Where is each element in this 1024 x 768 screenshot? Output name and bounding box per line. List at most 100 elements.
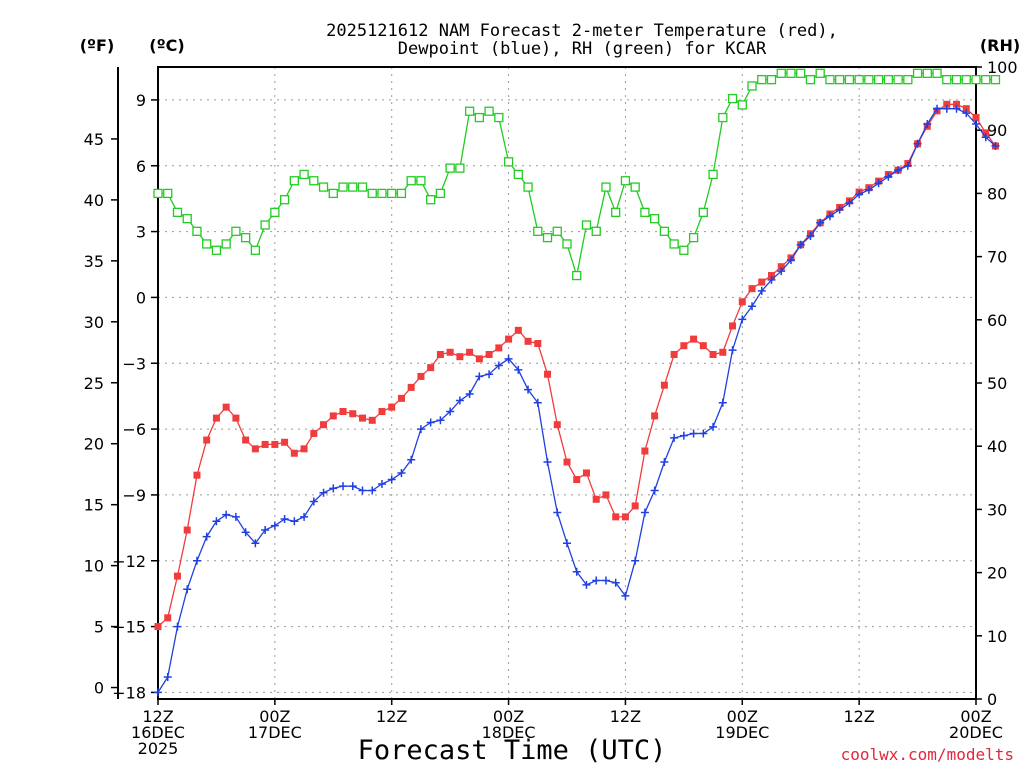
relative-humidity-point [805,74,816,85]
dewpoint-point [845,199,854,208]
relative-humidity-point [786,68,796,78]
relative-humidity-point [854,74,864,85]
dewpoint-point [981,133,990,142]
time-tick-label: 00Z [259,707,290,726]
dewpoint-point [426,418,435,427]
dewpoint-point [222,510,231,519]
relative-humidity-point [611,207,621,218]
relative-humidity-point [533,226,543,236]
relative-humidity-point [640,207,650,218]
relative-humidity-point [426,195,436,205]
relative-humidity-point [503,157,514,167]
dewpoint-point [699,429,708,438]
dewpoint-point [485,370,494,379]
relative-humidity-point [182,214,192,224]
dewpoint-point [436,416,445,425]
temperature-point [466,348,474,356]
dewpoint-point [270,521,279,530]
temperature-point [670,350,678,358]
x-axis-title: Forecast Time (UTC) [358,735,667,766]
temperature-point [563,458,571,466]
relative-humidity-point [922,68,932,78]
dewpoint-point [173,622,182,631]
dewpoint-point [319,488,328,497]
fahrenheit-tick-label: 30 [84,313,104,332]
temperature-point [953,100,961,108]
temperature-line [157,103,997,628]
gridlines [158,67,976,699]
dewpoint-point [416,425,425,434]
temperature-point [193,471,201,479]
relative-humidity-point [718,112,728,123]
relative-humidity-point [552,226,562,236]
temperature-point [660,381,668,389]
dewpoint-point [358,486,367,495]
temperature-point [407,383,415,391]
credit-label: coolwx.com/modelts [841,745,1014,764]
relative-humidity-point [416,176,426,186]
relative-humidity-line [158,72,996,276]
dewpoint-point [825,212,834,221]
time-tick-label: 20DEC [949,723,1003,742]
rh-tick-label: 50 [987,374,1007,393]
dewpoint-point [504,354,513,363]
relative-humidity-point [464,106,475,116]
temperature-point [582,469,590,477]
relative-humidity-point [396,188,407,199]
dewpoint-point [777,267,786,276]
dewpoint-point [952,104,961,113]
temperature-point [251,445,259,453]
relative-humidity-point [523,182,533,192]
relative-humidity-point [981,74,991,85]
dewpoint-point [202,532,211,541]
dewpoint-point [786,256,795,265]
dewpoint-point [553,508,562,517]
temperature-point [514,326,522,334]
relative-humidity-point [659,226,670,236]
temperature-point [699,342,707,350]
relative-humidity-point [601,182,611,192]
relative-humidity-point [698,207,708,218]
temperature-point [631,502,639,510]
relative-humidity-point [630,182,640,192]
temperature-point [748,285,756,293]
relative-humidity-point [309,176,319,186]
dewpoint-point [972,120,980,129]
relative-humidity-point [844,74,855,85]
relative-humidity-point [338,182,348,192]
dewpoint-point [514,365,523,374]
relative-humidity-point [825,74,835,85]
dewpoint-point [154,688,162,697]
dewpoint-point [611,578,620,587]
time-tick-label: 19DEC [715,723,769,742]
relative-humidity-point [796,68,806,78]
relative-humidity-point [727,93,738,104]
dewpoint-point [903,161,912,170]
temperature-point [573,476,581,484]
temperature-point [261,440,269,448]
temperature-point [339,408,347,416]
relative-humidity-point [815,68,825,78]
relative-humidity-point [455,163,465,173]
temperature-point [475,355,483,363]
relative-humidity-point [620,176,631,186]
dewpoint-point [163,673,172,682]
relative-humidity-point [562,239,572,249]
temperature-point [943,100,951,108]
relative-humidity-point [649,214,660,224]
relative-humidity-point [260,220,270,230]
rh-tick-label: 70 [987,248,1007,267]
relative-humidity-point [221,239,231,249]
relative-humidity-point [250,245,261,255]
temperature-point [349,410,357,418]
dewpoint-point [835,205,844,214]
dewpoint-point [407,455,416,464]
relative-humidity-point [990,74,1001,85]
relative-humidity-point [572,270,582,281]
dewpoint-point [757,286,766,295]
temperature-point [281,438,289,446]
temperature-point [436,350,444,358]
dewpoint-point [387,475,396,484]
relative-humidity-point [971,74,981,85]
